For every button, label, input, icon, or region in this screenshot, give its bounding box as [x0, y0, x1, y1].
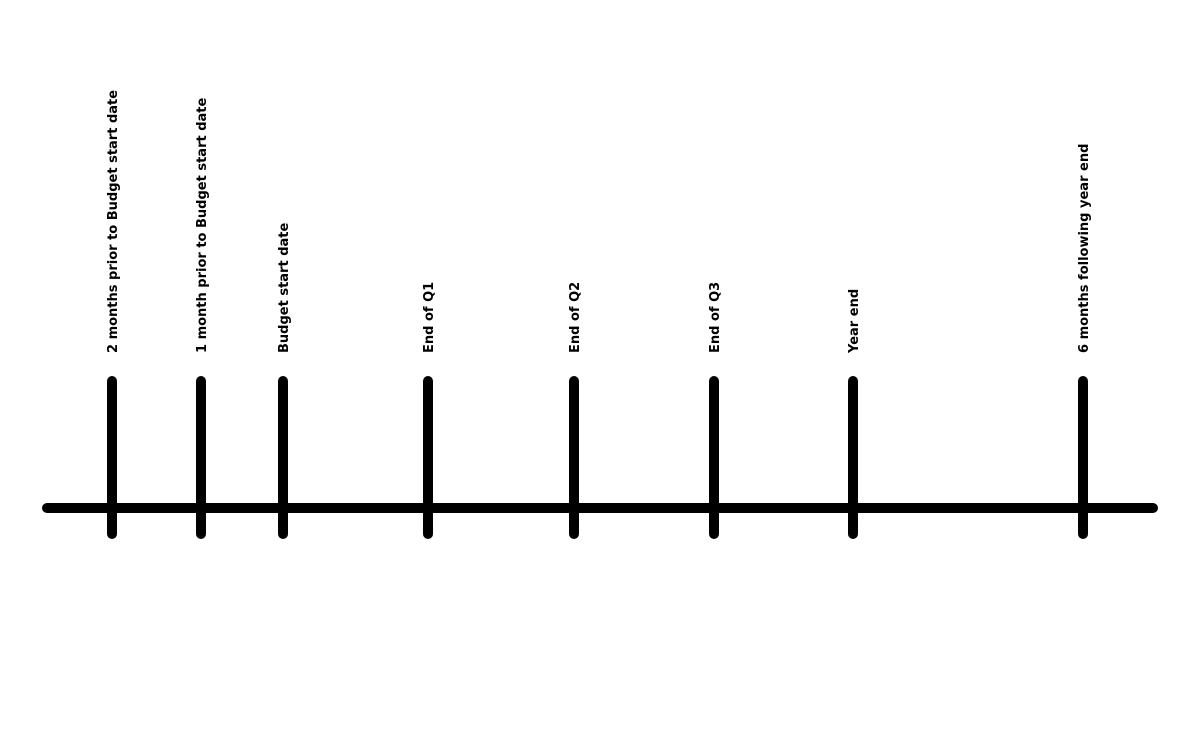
milestone-label: Budget start date	[277, 222, 292, 353]
milestone-label: 2 months prior to Budget start date	[106, 90, 121, 353]
milestone-label: End of Q2	[568, 282, 583, 353]
milestone-label: End of Q1	[422, 282, 437, 353]
milestone-label: Year end	[847, 289, 862, 354]
milestone-label: End of Q3	[708, 282, 723, 353]
milestone-label: 6 months following year end	[1077, 144, 1092, 353]
milestone-label: 1 month prior to Budget start date	[195, 97, 210, 353]
